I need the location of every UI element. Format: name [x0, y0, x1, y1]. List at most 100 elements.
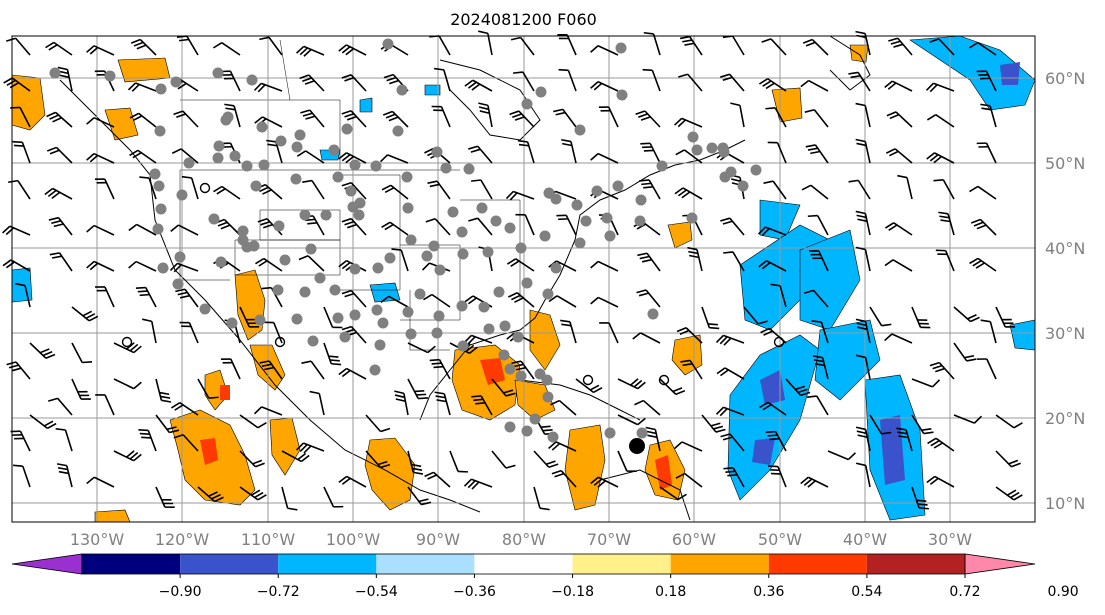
- wind-barb: [770, 283, 787, 308]
- station-dot: [574, 124, 586, 136]
- wind-barb: [801, 184, 829, 200]
- wind-barb: [71, 306, 99, 322]
- station-dot: [717, 142, 729, 154]
- station-dot: [212, 152, 224, 164]
- wind-barb: [6, 361, 31, 380]
- wind-barb: [381, 221, 409, 236]
- strong-positive-core: [655, 455, 672, 490]
- station-dot: [706, 142, 718, 154]
- station-dot: [512, 331, 524, 343]
- station-dot: [328, 144, 340, 156]
- station-dot: [440, 162, 452, 174]
- wind-barb: [929, 361, 955, 380]
- station-dot: [241, 160, 253, 172]
- wind-barb: [639, 179, 661, 200]
- wind-barb: [382, 110, 409, 128]
- wind-barb: [636, 289, 661, 308]
- wind-barb: [71, 378, 91, 400]
- colorbar-swatch: [82, 554, 181, 574]
- station-dot: [402, 306, 414, 318]
- wind-barb: [295, 442, 325, 454]
- wind-barb: [12, 140, 31, 164]
- wind-barb: [135, 286, 157, 308]
- negative-anomaly-region: [369, 282, 401, 303]
- wind-barb: [380, 295, 409, 308]
- wind-barb: [995, 450, 1021, 468]
- colorbar-swatch: [180, 554, 279, 574]
- station-dot: [541, 374, 553, 386]
- wind-barb: [468, 145, 493, 164]
- colorbar-tick-label: −0.54: [355, 584, 398, 600]
- station-dot: [431, 146, 443, 158]
- wind-barb: [980, 103, 997, 128]
- wind-barb: [953, 342, 977, 362]
- wind-barb: [674, 441, 703, 452]
- map-frame: [11, 35, 1036, 523]
- wind-barb: [391, 248, 409, 272]
- station-dot: [405, 328, 417, 340]
- wind-barb: [809, 250, 829, 272]
- wind-barb: [301, 360, 325, 380]
- colorbar-tick-label: 0.54: [851, 584, 882, 600]
- wind-barb: [758, 260, 787, 272]
- station-dot: [456, 226, 468, 238]
- wind-barb: [590, 152, 619, 164]
- wind-barb: [155, 378, 172, 403]
- station-dot: [174, 251, 186, 263]
- wind-barb: [128, 260, 157, 272]
- wind-barb: [759, 401, 787, 416]
- wind-barb: [113, 450, 142, 462]
- wind-barb: [56, 463, 73, 488]
- wind-barb: [897, 174, 913, 200]
- anomaly-field-layer: [11, 35, 1036, 523]
- wind-barb: [138, 429, 157, 452]
- wind-barb: [926, 114, 955, 128]
- wind-barb: [805, 144, 829, 164]
- wind-barb: [302, 179, 325, 200]
- station-dot: [370, 160, 382, 172]
- wind-barb: [533, 486, 550, 511]
- wind-barb: [855, 138, 871, 164]
- wind-barb: [785, 378, 811, 397]
- wind-barb: [491, 450, 516, 469]
- longitude-label: 70°W: [587, 530, 631, 549]
- wind-barb: [927, 437, 955, 452]
- wind-barb: [715, 334, 745, 346]
- station-dot: [290, 173, 302, 185]
- wind-barb: [173, 110, 199, 128]
- wind-barb: [767, 141, 787, 164]
- wind-barb: [2, 259, 31, 272]
- station-dot: [616, 89, 628, 101]
- wind-barb: [812, 355, 829, 380]
- wind-barb: [722, 35, 745, 56]
- wind-barb: [129, 112, 157, 128]
- station-dot: [421, 250, 433, 262]
- wind-barb: [95, 394, 115, 416]
- station-dot: [172, 278, 184, 290]
- wind-barb: [827, 450, 857, 461]
- wind-barb: [911, 486, 929, 510]
- wind-barb: [86, 152, 115, 164]
- negative-anomaly-region: [909, 35, 1036, 111]
- wind-barb: [176, 35, 199, 56]
- station-dot: [647, 308, 659, 320]
- wind-barb: [548, 441, 577, 452]
- wind-barb: [765, 430, 787, 452]
- station-dot: [154, 125, 166, 137]
- wind-barb: [926, 475, 955, 488]
- station-dot: [215, 256, 227, 268]
- station-dot: [542, 288, 554, 300]
- wind-barb: [48, 216, 73, 236]
- station-dot: [213, 140, 225, 152]
- positive-anomaly-region: [849, 44, 869, 63]
- wind-barb: [640, 142, 661, 164]
- wind-barb: [29, 414, 57, 430]
- wind-barb: [394, 390, 409, 416]
- wind-barb: [763, 180, 787, 200]
- wind-barb: [127, 82, 157, 92]
- station-dot: [539, 230, 551, 242]
- positive-anomaly-region: [529, 309, 561, 371]
- wind-barb: [976, 358, 997, 380]
- wind-barb: [926, 152, 955, 164]
- station-dot: [483, 323, 495, 335]
